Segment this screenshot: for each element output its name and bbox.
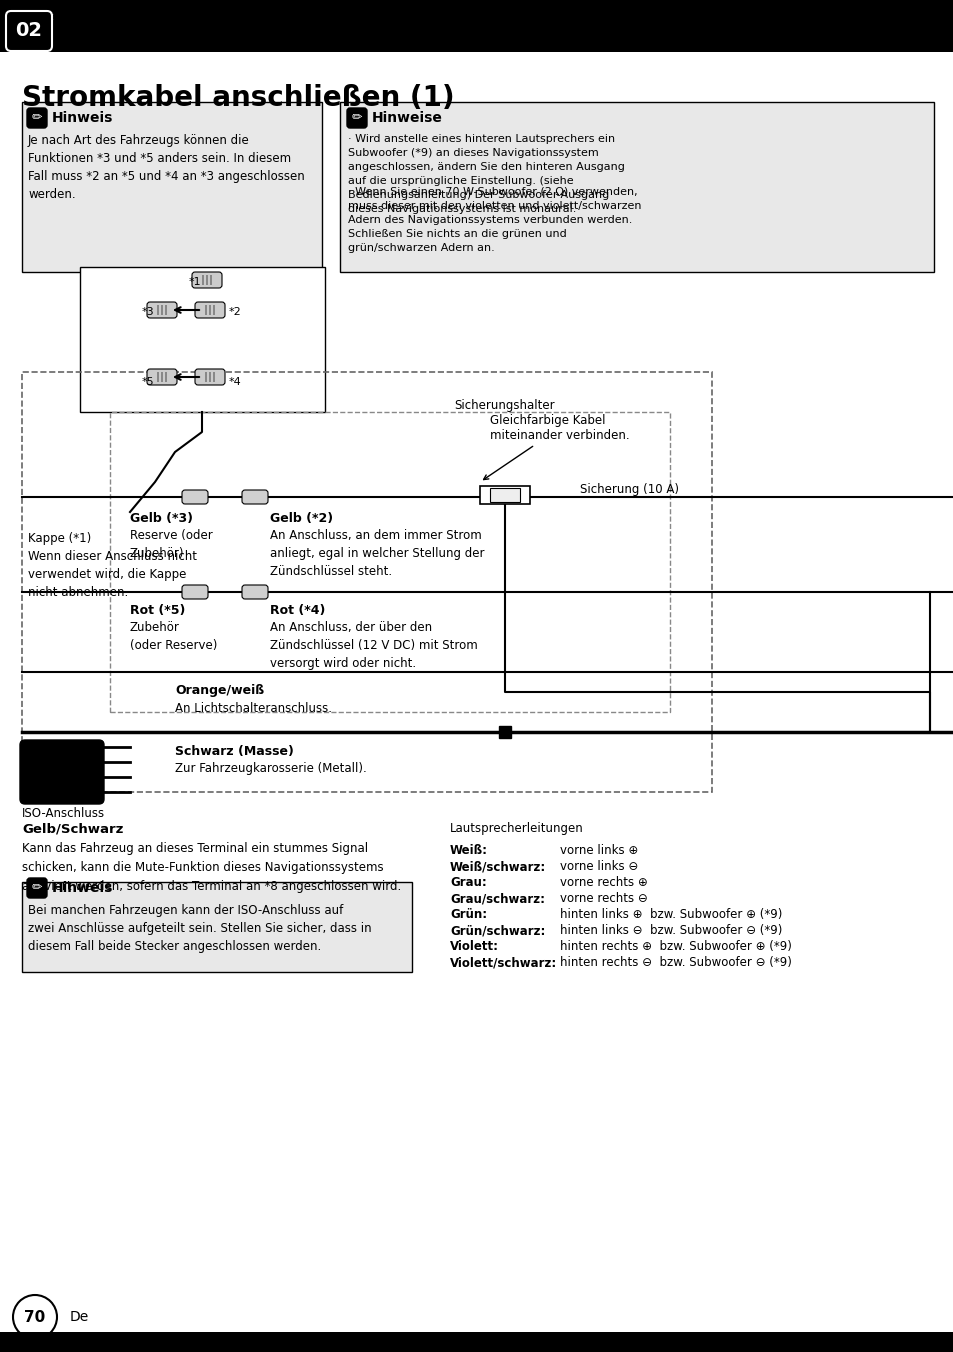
Bar [210,274,212,285]
Text: Rot (*4): Rot (*4) [270,604,325,617]
FancyBboxPatch shape [242,585,268,599]
FancyBboxPatch shape [192,272,222,288]
Text: *2: *2 [229,307,241,316]
Text: Je nach Art des Fahrzeugs können die
Funktionen *3 und *5 anders sein. In diesem: Je nach Art des Fahrzeugs können die Fun… [28,134,304,201]
FancyBboxPatch shape [147,301,177,318]
Text: Zur Fahrzeugkarosserie (Metall).: Zur Fahrzeugkarosserie (Metall). [174,763,366,775]
Text: ✏: ✏ [352,111,362,124]
Text: *4: *4 [229,377,241,387]
Text: Gleichfarbige Kabel
miteinander verbinden.: Gleichfarbige Kabel miteinander verbinde… [483,414,629,480]
Text: ISO-Anschluss: ISO-Anschluss [22,807,105,821]
Text: Hinweis: Hinweis [52,882,113,895]
Text: *1: *1 [189,277,201,287]
FancyBboxPatch shape [22,101,322,272]
Bar [161,372,163,383]
FancyBboxPatch shape [147,369,177,385]
Text: vorne rechts ⊖: vorne rechts ⊖ [559,892,647,904]
Bar [0,0,953,51]
Bar [157,306,159,315]
Text: Grün/schwarz:: Grün/schwarz: [450,923,545,937]
Text: An Anschluss, an dem immer Strom
anliegt, egal in welcher Stellung der
Zündschlü: An Anschluss, an dem immer Strom anliegt… [270,529,484,579]
FancyBboxPatch shape [419,12,929,49]
FancyBboxPatch shape [182,489,208,504]
Text: Sicherungshalter: Sicherungshalter [455,399,555,412]
Bar [165,306,167,315]
Text: hinten links ⊕  bzw. Subwoofer ⊕ (*9): hinten links ⊕ bzw. Subwoofer ⊕ (*9) [559,909,781,921]
Text: Zubehör
(oder Reserve): Zubehör (oder Reserve) [130,621,217,652]
FancyBboxPatch shape [242,489,268,504]
Text: Weiß:: Weiß: [450,844,488,857]
Text: Gelb (*3): Gelb (*3) [130,512,193,525]
Bar [165,372,167,383]
Bar [206,274,208,285]
Text: Weiß/schwarz:: Weiß/schwarz: [450,860,546,873]
Text: *3: *3 [142,307,154,316]
Bar [213,372,214,383]
FancyBboxPatch shape [22,882,412,972]
Text: ✏: ✏ [31,111,42,124]
Text: An Lichtschalteranschluss.: An Lichtschalteranschluss. [174,702,332,715]
Bar [490,488,519,502]
Text: Gelb/Schwarz: Gelb/Schwarz [22,822,123,836]
Text: Bei manchen Fahrzeugen kann der ISO-Anschluss auf
zwei Anschlüsse aufgeteilt sei: Bei manchen Fahrzeugen kann der ISO-Ansc… [28,904,372,953]
Text: Rot (*5): Rot (*5) [130,604,185,617]
Text: vorne rechts ⊕: vorne rechts ⊕ [559,876,647,890]
Text: 70: 70 [25,1310,46,1325]
Text: 02: 02 [15,22,43,41]
Bar [479,485,530,504]
Text: ✏: ✏ [31,882,42,895]
Text: Kappe (*1)
Wenn dieser Anschluss nicht
verwendet wird, die Kappe
nicht abnehmen.: Kappe (*1) Wenn dieser Anschluss nicht v… [28,531,196,599]
Bar [157,372,159,383]
FancyBboxPatch shape [339,101,933,272]
Text: Grau/schwarz:: Grau/schwarz: [450,892,544,904]
Text: Reserve (oder
Zubehör): Reserve (oder Zubehör) [130,529,213,560]
FancyBboxPatch shape [194,369,225,385]
Text: vorne links ⊖: vorne links ⊖ [559,860,638,873]
Bar [209,372,211,383]
FancyBboxPatch shape [20,740,104,804]
Text: Anschluss des Systems: Anschluss des Systems [81,22,314,39]
FancyBboxPatch shape [27,877,47,898]
Text: Hinweis: Hinweis [52,111,113,124]
Bar [161,306,163,315]
Bar [0,1332,953,1352]
Text: Grün:: Grün: [450,909,487,921]
Text: Hinweise: Hinweise [372,111,442,124]
Bar [213,306,214,315]
Text: · Wird anstelle eines hinteren Lautsprechers ein
Subwoofer (*9) an dieses Naviga: · Wird anstelle eines hinteren Lautsprec… [348,134,624,214]
Bar [209,306,211,315]
Text: Grau:: Grau: [450,876,486,890]
Text: Lautsprecherleitungen: Lautsprecherleitungen [450,822,583,836]
FancyBboxPatch shape [6,11,52,51]
Text: Kann das Fahrzeug an dieses Terminal ein stummes Signal
schicken, kann die Mute-: Kann das Fahrzeug an dieses Terminal ein… [22,842,401,894]
Text: hinten links ⊖  bzw. Subwoofer ⊖ (*9): hinten links ⊖ bzw. Subwoofer ⊖ (*9) [559,923,781,937]
Text: vorne links ⊕: vorne links ⊕ [559,844,638,857]
Bar [205,306,207,315]
Text: hinten rechts ⊕  bzw. Subwoofer ⊕ (*9): hinten rechts ⊕ bzw. Subwoofer ⊕ (*9) [559,940,791,953]
Circle shape [13,1295,57,1338]
Text: *5: *5 [142,377,154,387]
Bar [205,372,207,383]
FancyBboxPatch shape [27,108,47,128]
Text: · Wenn Sie einen 70 W-Subwoofer (2 Ω) verwenden,
muss dieser mit den violetten u: · Wenn Sie einen 70 W-Subwoofer (2 Ω) ve… [348,187,640,253]
FancyBboxPatch shape [182,585,208,599]
FancyBboxPatch shape [347,108,367,128]
FancyBboxPatch shape [80,266,325,412]
Text: Stromkabel anschließen (1): Stromkabel anschließen (1) [22,84,455,112]
Text: Orange/weiß: Orange/weiß [174,684,264,698]
FancyBboxPatch shape [58,12,337,49]
Text: Abschnitt: Abschnitt [8,12,54,22]
Text: De: De [70,1310,90,1324]
Text: Schwarz (Masse): Schwarz (Masse) [174,745,294,758]
Text: An Anschluss, der über den
Zündschlüssel (12 V DC) mit Strom
versorgt wird oder : An Anschluss, der über den Zündschlüssel… [270,621,477,671]
Bar [202,274,204,285]
FancyBboxPatch shape [194,301,225,318]
Text: Violett:: Violett: [450,940,498,953]
Text: Gelb (*2): Gelb (*2) [270,512,333,525]
Text: Violett/schwarz:: Violett/schwarz: [450,956,557,969]
Text: Sicherung (10 A): Sicherung (10 A) [579,484,679,496]
Text: hinten rechts ⊖  bzw. Subwoofer ⊖ (*9): hinten rechts ⊖ bzw. Subwoofer ⊖ (*9) [559,956,791,969]
